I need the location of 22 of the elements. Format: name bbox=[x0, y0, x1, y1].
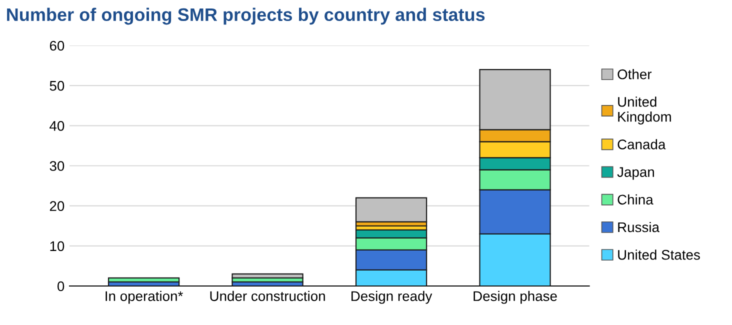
y-tick-label: 40 bbox=[50, 121, 64, 131]
legend-label: Other bbox=[618, 69, 652, 80]
x-tick-label: In operation* bbox=[106, 290, 183, 304]
chart-title: Number of ongoing SMR projects by country and status bbox=[7, 8, 485, 25]
legend-label: Japan bbox=[617, 167, 654, 180]
y-tick-label: 50 bbox=[50, 80, 64, 91]
x-tick-label: Design ready bbox=[351, 290, 432, 304]
y-tick-label: 0 bbox=[58, 281, 64, 292]
legend-label: China bbox=[618, 194, 654, 205]
y-tick-label: 20 bbox=[50, 201, 64, 212]
legend-label: United Kingdom bbox=[618, 96, 671, 124]
bar bbox=[232, 273, 304, 279]
x-tick-label: Under construction bbox=[210, 290, 325, 302]
legend-label: Canada bbox=[618, 139, 666, 150]
y-tick-label: 30 bbox=[50, 161, 64, 171]
x-tick-label: Design phase bbox=[474, 290, 557, 304]
legend-label: United States bbox=[618, 250, 700, 260]
y-tick-label: 60 bbox=[50, 40, 64, 51]
y-tick-label: 10 bbox=[50, 241, 64, 252]
legend-label: Russia bbox=[618, 222, 660, 232]
bar bbox=[108, 277, 180, 283]
bar bbox=[355, 197, 428, 222]
